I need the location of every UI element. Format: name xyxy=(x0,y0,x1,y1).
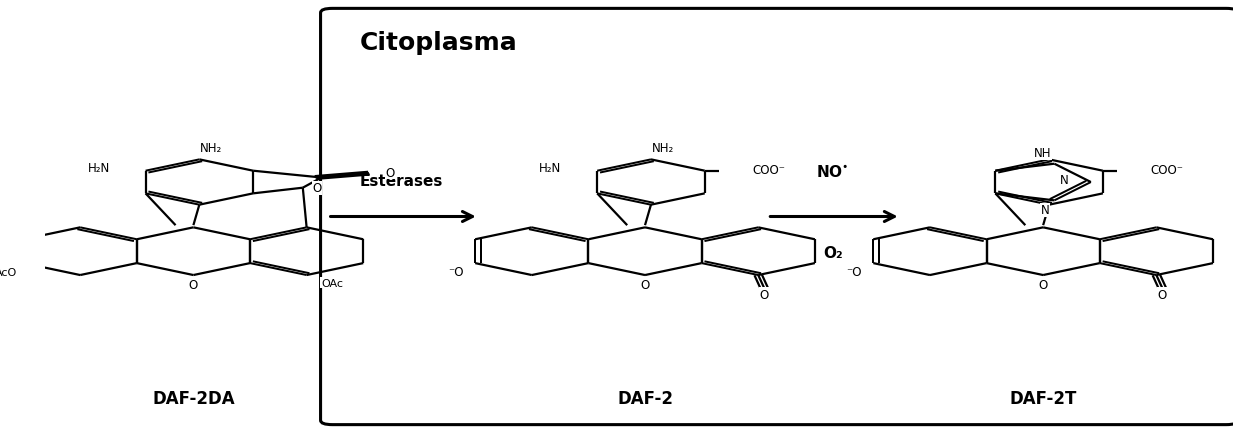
Text: O: O xyxy=(760,288,769,301)
Text: O: O xyxy=(1039,279,1048,291)
Text: DAF-2DA: DAF-2DA xyxy=(152,389,234,408)
Text: NH: NH xyxy=(1034,147,1051,160)
Text: AcO: AcO xyxy=(0,267,17,277)
Text: NH₂: NH₂ xyxy=(200,141,222,155)
Text: O: O xyxy=(1157,288,1167,301)
Text: NO$^{•}$: NO$^{•}$ xyxy=(817,163,849,180)
FancyBboxPatch shape xyxy=(321,10,1234,424)
Text: Esterases: Esterases xyxy=(359,174,443,189)
Text: H₂N: H₂N xyxy=(88,161,110,174)
Text: O₂: O₂ xyxy=(823,245,843,260)
Text: O: O xyxy=(386,166,395,179)
Text: N: N xyxy=(1060,174,1069,187)
Text: O: O xyxy=(189,279,197,291)
Text: COO⁻: COO⁻ xyxy=(1150,164,1183,177)
Text: N: N xyxy=(1040,204,1049,217)
Text: ⁻O: ⁻O xyxy=(448,266,463,279)
Text: O: O xyxy=(640,279,649,291)
Text: DAF-2: DAF-2 xyxy=(617,389,673,408)
Text: ⁻O: ⁻O xyxy=(847,266,861,279)
Text: DAF-2T: DAF-2T xyxy=(1009,389,1077,408)
Text: OAc: OAc xyxy=(321,278,343,288)
Text: NH₂: NH₂ xyxy=(652,141,674,155)
Text: H₂N: H₂N xyxy=(539,161,561,174)
Text: Citoplasma: Citoplasma xyxy=(360,31,517,55)
Text: O: O xyxy=(312,182,322,195)
Text: COO⁻: COO⁻ xyxy=(753,164,785,177)
